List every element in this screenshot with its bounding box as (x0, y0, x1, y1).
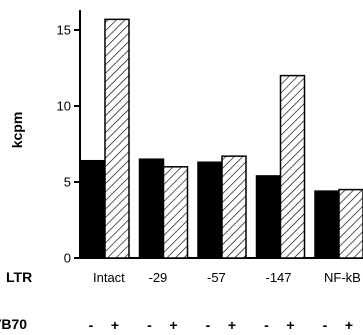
bar-hatched (221, 155, 247, 259)
x-tick-label: NF-kB (324, 270, 361, 285)
y-tick-label: 10 (57, 99, 71, 114)
bars (80, 18, 363, 259)
x-tick-label: Intact (93, 270, 125, 285)
bar-solid (80, 159, 106, 259)
treatment-row-label: VB70 (0, 316, 27, 332)
bar-solid (138, 158, 165, 259)
bar-solid (255, 175, 282, 259)
x-tick-label: -29 (149, 270, 168, 285)
bar-solid (314, 190, 340, 259)
labels: Intact -29 -57 -147 NF-kB - + - + - + - + - + (89, 270, 361, 333)
y-tick-label: 5 (64, 175, 71, 190)
plus-sign: + (169, 317, 177, 333)
x-axis-title: LTR (6, 269, 32, 285)
x-tick-label: -147 (266, 270, 292, 285)
minus-sign: - (147, 317, 152, 333)
bar-hatched (279, 74, 306, 259)
bar-hatched (162, 166, 189, 259)
minus-sign: - (264, 317, 269, 333)
y-tick-label: 0 (64, 251, 71, 266)
bar-solid (197, 161, 223, 259)
bar-hatched (338, 188, 363, 259)
y-axis-title: kcpm (9, 112, 25, 149)
plus-sign: + (228, 317, 236, 333)
bar-hatched (104, 18, 130, 259)
minus-sign: - (206, 317, 211, 333)
plus-sign: + (345, 317, 353, 333)
plus-sign: + (286, 317, 294, 333)
x-tick-label: -57 (207, 270, 226, 285)
y-tick-label: 15 (57, 23, 71, 38)
plus-sign: + (111, 317, 119, 333)
minus-sign: - (323, 317, 328, 333)
minus-sign: - (89, 317, 94, 333)
